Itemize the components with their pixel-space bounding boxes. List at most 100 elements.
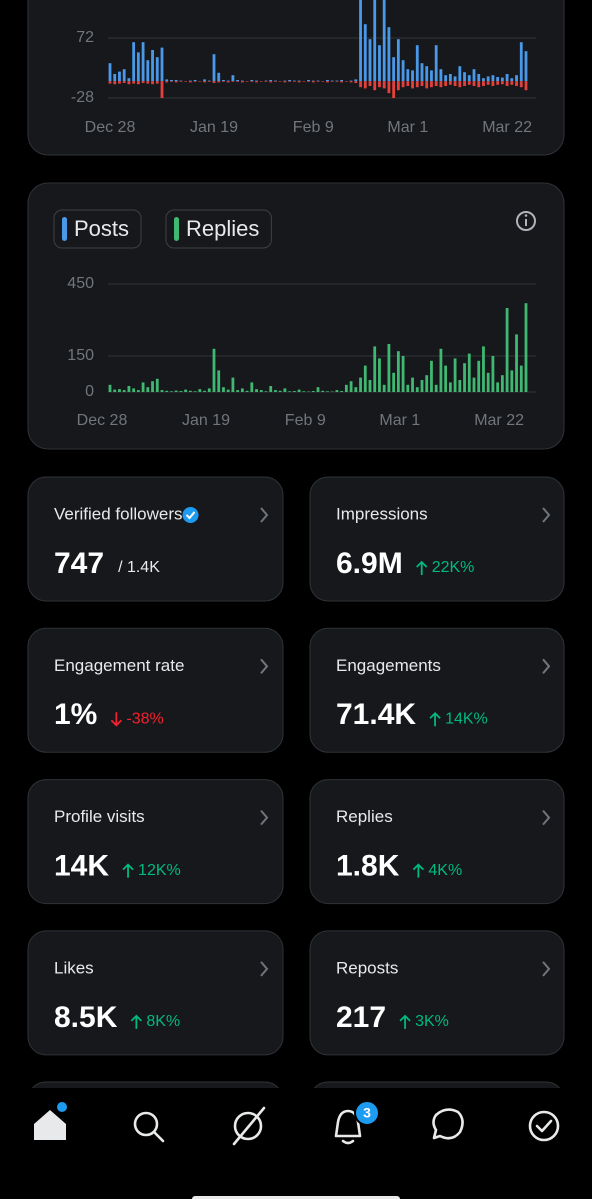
home-indicator — [192, 1196, 400, 1199]
bar — [406, 69, 410, 82]
messages-tab[interactable] — [432, 1108, 464, 1140]
bar — [510, 81, 514, 85]
bar — [108, 384, 112, 392]
bar — [170, 80, 173, 82]
card-change: 14K% — [445, 711, 488, 728]
bar — [373, 346, 377, 392]
bar — [245, 390, 249, 392]
bar — [321, 81, 325, 82]
card-bg — [309, 627, 565, 753]
bar — [453, 76, 457, 82]
bar — [174, 80, 178, 82]
card-label: Engagements — [336, 656, 441, 675]
card-value: 8.5K — [54, 1001, 118, 1034]
metric-card[interactable]: Engagements 71.4K 14K% — [309, 627, 565, 753]
metric-card[interactable]: Profile visits 14K 12K% — [27, 779, 284, 905]
chevron — [260, 658, 269, 674]
bar — [307, 80, 310, 82]
bar — [146, 60, 150, 82]
card-value: 747 — [54, 547, 104, 580]
bar — [283, 81, 287, 83]
card-label: Replies — [336, 807, 393, 826]
bar — [439, 81, 443, 88]
bar — [250, 80, 254, 82]
metric-card[interactable]: Engagement rate 1% -38% — [27, 627, 284, 753]
legend-item[interactable]: Replies — [165, 209, 272, 249]
bar — [193, 81, 197, 82]
metric-card[interactable]: Reposts 217 3K% — [309, 930, 565, 1056]
bar — [420, 63, 424, 82]
bar — [188, 81, 192, 83]
bar — [467, 81, 471, 85]
bar — [467, 75, 471, 82]
bar — [439, 69, 443, 82]
bar — [113, 74, 117, 82]
card-label: Likes — [54, 958, 94, 977]
search-tab[interactable] — [133, 1111, 165, 1143]
metric-card[interactable]: Likes 8.5K 8K% — [27, 930, 284, 1056]
card-label: Impressions — [336, 504, 428, 523]
legend-item[interactable]: Posts — [53, 209, 142, 249]
card-label: Verified followers — [54, 504, 183, 523]
bar — [207, 81, 211, 82]
bar — [255, 81, 258, 83]
legend-label: Replies — [186, 216, 259, 241]
bar — [430, 81, 433, 88]
metric-card[interactable]: Impressions 6.9M 22K% — [309, 476, 565, 602]
metric-card[interactable]: Replies 1.8K 4K% — [309, 779, 565, 905]
bar — [222, 80, 225, 82]
premium-tab[interactable] — [528, 1110, 560, 1142]
bar — [179, 81, 183, 82]
trend-arrow — [130, 1014, 143, 1029]
chevron — [542, 658, 551, 674]
bar — [444, 75, 448, 82]
bar — [118, 81, 121, 84]
bar — [363, 365, 367, 392]
bar — [515, 75, 518, 82]
bar — [434, 45, 438, 82]
grok-tab[interactable] — [232, 1106, 266, 1146]
chevron — [542, 507, 551, 523]
bar — [467, 353, 471, 392]
bar — [155, 81, 159, 84]
bar — [236, 80, 240, 82]
bar — [288, 391, 292, 392]
bar — [174, 390, 178, 392]
bar — [359, 377, 362, 392]
x-tick-label: Mar 22 — [474, 412, 524, 429]
bar — [160, 390, 164, 392]
bar — [340, 80, 344, 82]
bar — [401, 356, 405, 392]
bar — [496, 382, 500, 392]
card-bg — [309, 779, 565, 905]
bar — [155, 378, 159, 392]
card-value: 217 — [336, 1001, 386, 1034]
bar — [434, 81, 438, 86]
bar — [453, 81, 457, 86]
bar — [505, 74, 509, 82]
bar — [311, 80, 315, 82]
bar — [127, 81, 131, 85]
bar — [519, 42, 523, 82]
bar — [240, 80, 244, 82]
card-value: 1.8K — [336, 850, 400, 883]
home-tab[interactable] — [34, 1102, 67, 1140]
bar — [311, 391, 315, 392]
metric-card[interactable]: Verified followers 747 / 1.4K — [27, 476, 284, 602]
bar — [297, 81, 301, 83]
bar — [255, 389, 258, 392]
bar — [198, 389, 202, 392]
bar — [288, 80, 292, 82]
info-icon[interactable] — [516, 211, 536, 231]
bar — [127, 386, 131, 392]
bar — [415, 45, 419, 82]
bar — [274, 390, 277, 392]
bar — [151, 81, 154, 85]
bar — [321, 390, 325, 392]
chart-card[interactable] — [27, 182, 565, 450]
x-tick-label: Mar 22 — [482, 119, 532, 136]
bar — [430, 360, 433, 392]
chart-card — [27, 0, 565, 156]
bar — [444, 81, 448, 86]
